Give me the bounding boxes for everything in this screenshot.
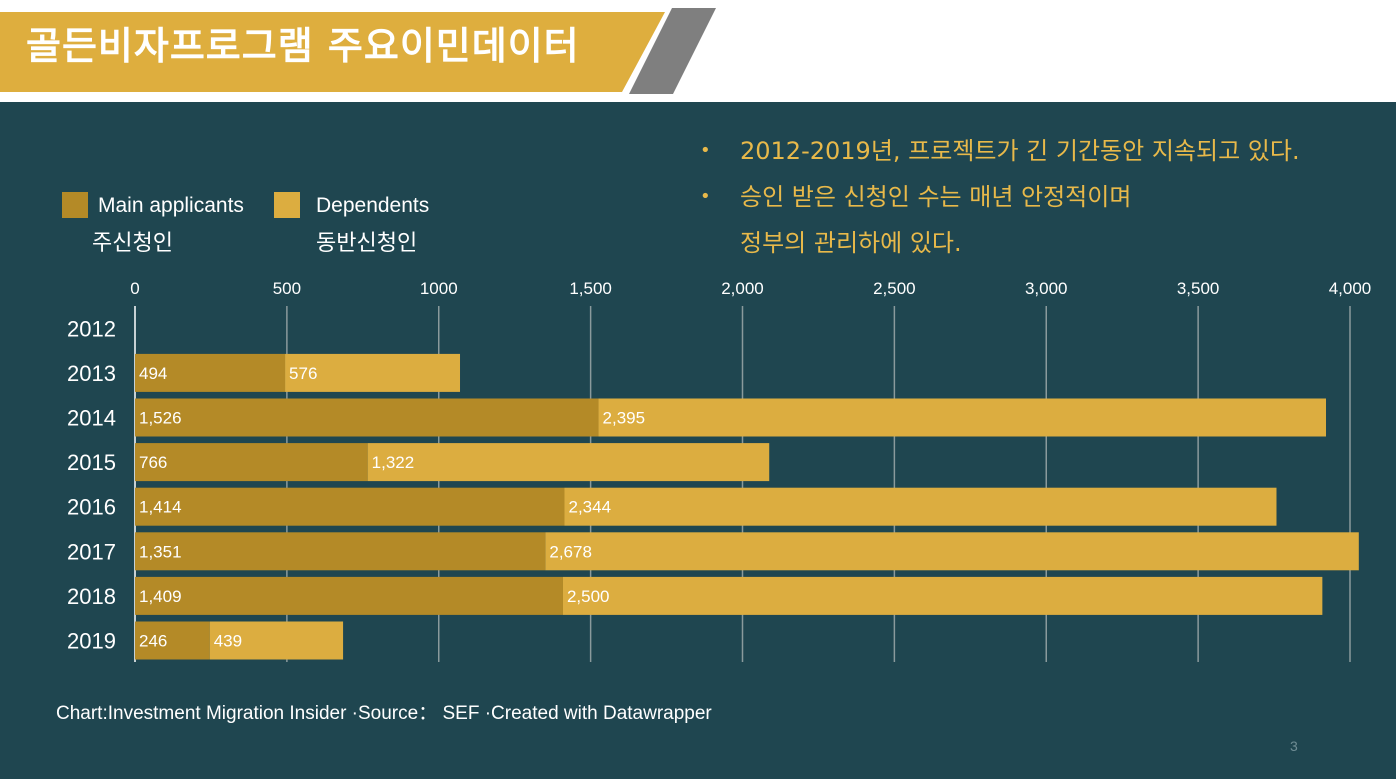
data-label-main: 766	[139, 453, 167, 472]
y-category-label: 2014	[67, 406, 116, 431]
data-label-main: 494	[139, 364, 167, 383]
legend-swatch-dependents	[274, 192, 300, 218]
data-label-main: 1,414	[139, 498, 182, 517]
bar-dependents	[209, 621, 344, 660]
chart-source-footer: Chart:Investment Migration Insider ·Sour…	[56, 703, 712, 724]
x-tick-label: 2,500	[873, 279, 916, 298]
bullet-text: 2012-2019년, 프로젝트가 긴 기간동안 지속되고 있다.	[740, 137, 1300, 165]
bar-main-applicants	[135, 576, 563, 615]
data-label-dependents: 439	[214, 632, 242, 651]
bar-dependents	[598, 398, 1327, 437]
x-tick-label: 3,000	[1025, 279, 1068, 298]
bar-dependents	[545, 532, 1359, 571]
data-label-dependents: 2,678	[549, 542, 592, 561]
x-tick-label: 3,500	[1177, 279, 1220, 298]
y-category-label: 2015	[67, 450, 116, 475]
bar-main-applicants	[135, 443, 368, 482]
bullet-marker: •	[700, 186, 711, 207]
y-category-label: 2018	[67, 584, 116, 609]
page-title: 골든비자프로그램 주요이민데이터	[26, 24, 580, 68]
data-label-dependents: 576	[289, 364, 317, 383]
legend-swatch-main	[62, 192, 88, 218]
data-label-dependents: 2,395	[603, 409, 646, 428]
data-label-dependents: 2,500	[567, 587, 610, 606]
legend-sub-dependents: 동반신청인	[316, 231, 418, 256]
data-label-main: 246	[139, 632, 167, 651]
slide-body	[0, 102, 1396, 779]
title-banner: 골든비자프로그램 주요이민데이터	[0, 0, 1396, 100]
bar-dependents	[285, 353, 461, 392]
bar-main-applicants	[135, 487, 565, 526]
bullet-text-continued: 정부의 관리하에 있다.	[740, 229, 962, 257]
y-category-label: 2017	[67, 539, 116, 564]
y-category-label: 2013	[67, 361, 116, 386]
y-category-label: 2012	[67, 316, 116, 341]
bullet-text: 승인 받은 신청인 수는 매년 안정적이며	[740, 183, 1132, 211]
x-tick-label: 2,000	[721, 279, 764, 298]
data-label-main: 1,351	[139, 542, 182, 561]
x-tick-label: 1000	[420, 279, 458, 298]
legend-label-dependents: Dependents	[316, 194, 430, 217]
bar-main-applicants	[135, 532, 546, 571]
data-label-dependents: 1,322	[372, 453, 415, 472]
data-label-main: 1,526	[139, 409, 182, 428]
page-number: 3	[1290, 738, 1298, 754]
bar-main-applicants	[135, 353, 286, 392]
bar-dependents	[564, 487, 1277, 526]
legend-sub-main: 주신청인	[92, 231, 173, 256]
x-tick-label: 500	[273, 279, 301, 298]
y-category-label: 2019	[67, 629, 116, 654]
bullet-marker: •	[700, 140, 711, 161]
bar-main-applicants	[135, 398, 599, 437]
data-label-dependents: 2,344	[569, 498, 612, 517]
data-label-main: 1,409	[139, 587, 182, 606]
banner-shape	[0, 8, 716, 94]
x-tick-label: 0	[130, 279, 139, 298]
y-category-label: 2016	[67, 495, 116, 520]
bar-dependents	[562, 576, 1323, 615]
x-tick-label: 1,500	[569, 279, 612, 298]
x-tick-label: 4,000	[1329, 279, 1372, 298]
bar-main-applicants	[135, 621, 210, 660]
legend-label-main: Main applicants	[98, 194, 244, 217]
bar-dependents	[367, 443, 770, 482]
